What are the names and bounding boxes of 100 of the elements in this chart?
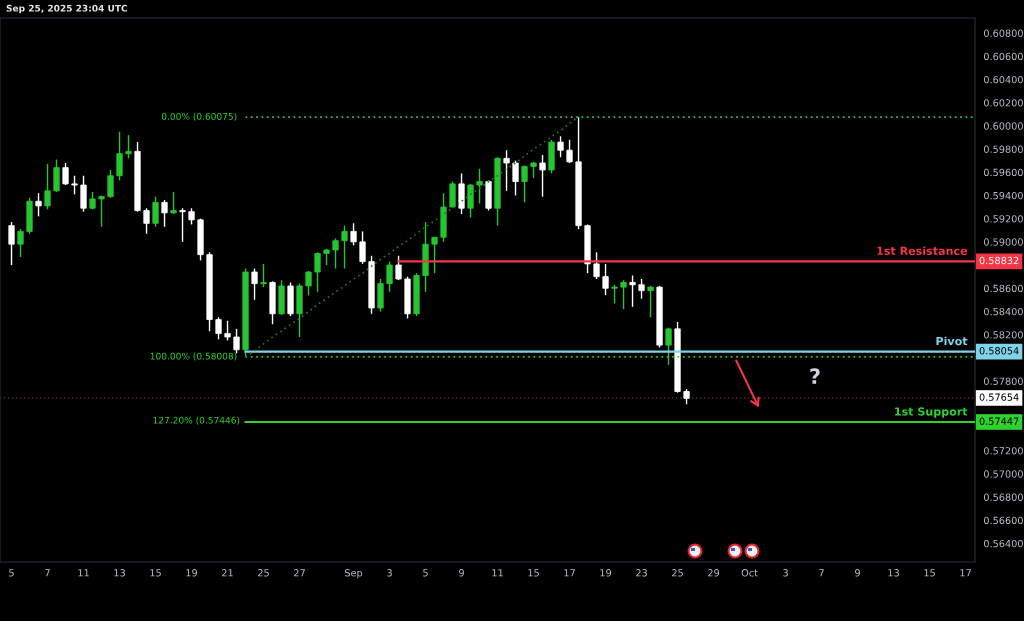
candlestick bbox=[125, 134, 132, 160]
candlestick bbox=[359, 230, 366, 265]
x-tick-label: 25 bbox=[672, 569, 683, 577]
x-tick-label: Sep bbox=[345, 569, 363, 579]
series-label: 1st Support bbox=[895, 407, 968, 418]
candlestick bbox=[71, 175, 78, 196]
x-tick-label: 9 bbox=[855, 569, 860, 577]
y-tick-label: 0.57000 bbox=[983, 470, 1023, 478]
y-tick-label: 0.57200 bbox=[983, 447, 1023, 455]
x-tick-label: 21 bbox=[222, 569, 233, 577]
x-tick-label: 15 bbox=[150, 569, 161, 577]
candlestick bbox=[503, 149, 510, 192]
y-tick-label: 0.56400 bbox=[983, 539, 1023, 548]
candlestick bbox=[107, 169, 114, 199]
x-tick-label: 27 bbox=[294, 569, 305, 577]
series-label: Pivot bbox=[936, 336, 968, 346]
candlestick bbox=[179, 207, 186, 243]
candlestick bbox=[314, 251, 321, 293]
x-tick-label: 15 bbox=[528, 569, 539, 577]
data-label: 0.57447 bbox=[979, 417, 1019, 425]
candlestick bbox=[8, 221, 15, 266]
y-tick-label: 0.58200 bbox=[983, 331, 1023, 339]
x-tick-label: 5 bbox=[9, 569, 14, 577]
x-tick-label: 9 bbox=[459, 569, 464, 577]
annotation: 127.20% (0.57446) bbox=[153, 416, 240, 425]
y-tick-label: 0.59800 bbox=[983, 145, 1023, 153]
data-label: 0.58054 bbox=[979, 347, 1019, 355]
candlestick bbox=[476, 168, 483, 205]
y-tick-label: 0.56800 bbox=[983, 493, 1023, 501]
y-tick-label: 0.59200 bbox=[983, 215, 1023, 223]
candlestick bbox=[53, 158, 60, 193]
candlestick bbox=[386, 260, 393, 293]
x-tick-label: 29 bbox=[708, 569, 720, 577]
candlestick bbox=[116, 130, 123, 182]
candlestick bbox=[35, 192, 42, 218]
candlestick bbox=[611, 284, 618, 305]
x-tick-label: 19 bbox=[600, 569, 612, 577]
x-tick-label: 13 bbox=[888, 569, 899, 577]
y-tick-label: 0.59600 bbox=[983, 168, 1023, 177]
x-tick-label: 17 bbox=[564, 569, 575, 577]
y-tick-label: 0.60000 bbox=[983, 122, 1023, 130]
x-tick-label: 23 bbox=[636, 569, 647, 577]
candlestick bbox=[17, 228, 24, 258]
candlestick bbox=[512, 159, 519, 197]
x-tick-label: 11 bbox=[492, 569, 503, 577]
data-label: 0.58832 bbox=[979, 256, 1019, 265]
candlestick bbox=[152, 195, 159, 228]
x-tick-label: 17 bbox=[960, 569, 971, 577]
y-tick-label: 0.59000 bbox=[983, 238, 1023, 246]
y-tick-label: 0.59400 bbox=[983, 191, 1023, 200]
candlestick bbox=[143, 207, 150, 235]
y-tick-label: 0.60400 bbox=[983, 75, 1023, 84]
y-tick-label: 0.58400 bbox=[983, 307, 1023, 316]
candlestick bbox=[341, 224, 348, 270]
y-tick-label: 0.56600 bbox=[983, 516, 1023, 525]
ref-line-label: 0.57654 bbox=[979, 393, 1019, 401]
candlestick bbox=[161, 199, 168, 228]
x-tick-label: 3 bbox=[387, 569, 392, 577]
y-tick-label: 0.58600 bbox=[983, 284, 1023, 293]
candlestick bbox=[350, 222, 357, 247]
candlestick bbox=[224, 320, 231, 342]
candlestick bbox=[467, 183, 474, 219]
candlestick bbox=[260, 263, 267, 288]
y-tick-label: 0.57800 bbox=[983, 377, 1023, 385]
candlestick bbox=[332, 237, 339, 270]
candlestick bbox=[557, 135, 564, 158]
candlestick bbox=[647, 285, 654, 318]
x-tick-label: 7 bbox=[819, 569, 824, 577]
candlestick bbox=[566, 139, 573, 164]
candlestick bbox=[98, 194, 105, 228]
candlestick bbox=[251, 267, 258, 301]
x-tick-label: 3 bbox=[783, 569, 788, 577]
candlestick bbox=[539, 154, 546, 198]
x-tick-label: 5 bbox=[423, 569, 428, 577]
candlestick bbox=[431, 236, 438, 274]
x-tick-label: 19 bbox=[186, 569, 198, 577]
series-label: 1st Resistance bbox=[877, 246, 968, 256]
x-tick-label: 13 bbox=[114, 569, 125, 577]
candlestick bbox=[44, 163, 51, 211]
x-tick-label: Oct bbox=[741, 569, 758, 577]
series-label: 0.00% (0.60075) bbox=[161, 112, 237, 121]
candlestick bbox=[521, 164, 528, 204]
x-tick-label: 15 bbox=[924, 569, 935, 577]
x-tick-label: 7 bbox=[45, 569, 50, 577]
candlestick bbox=[638, 278, 645, 300]
candlestick bbox=[602, 263, 609, 296]
x-tick-label: 11 bbox=[78, 569, 89, 577]
series-label: 100.00% (0.58008) bbox=[150, 352, 237, 361]
candlestick bbox=[233, 328, 240, 354]
candlestick bbox=[629, 274, 636, 308]
y-tick-label: 0.60600 bbox=[983, 52, 1023, 61]
candlestick bbox=[395, 255, 402, 281]
x-tick-label: 25 bbox=[258, 569, 269, 577]
candlestick bbox=[215, 316, 222, 340]
candlestick bbox=[593, 251, 600, 280]
chart-title: Sep 25, 2025 23:04 UTC bbox=[6, 4, 128, 14]
candlestick bbox=[305, 270, 312, 296]
y-tick-label: 0.60200 bbox=[983, 99, 1023, 107]
candlestick bbox=[449, 180, 456, 208]
annotation: ? bbox=[810, 368, 820, 384]
